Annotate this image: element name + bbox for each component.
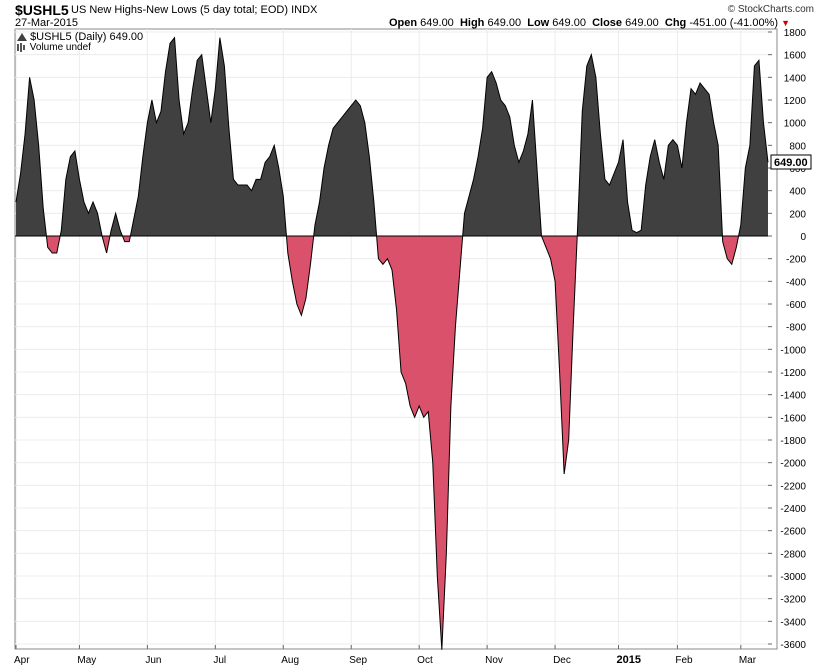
- low-label: Low: [527, 17, 550, 29]
- series-line: [15, 36, 769, 650]
- legend-series: $USHL5 (Daily) 649.00: [17, 31, 143, 43]
- x-tick-label: 2015: [617, 654, 641, 666]
- y-tick-label: 400: [789, 187, 806, 198]
- x-tick-label: Apr: [14, 655, 30, 666]
- y-tick-label: -2200: [780, 481, 806, 492]
- y-tick-label: -400: [786, 277, 806, 288]
- series-swatch-icon: [17, 33, 27, 42]
- last-price-box: [770, 154, 812, 170]
- positive-area: [16, 37, 768, 236]
- x-tick-label: Feb: [675, 655, 693, 666]
- open-label: Open: [388, 17, 418, 29]
- description-text: US New Highs-New Lows (5 day total; EOD): [71, 4, 289, 16]
- y-tick-label: 1600: [784, 51, 807, 62]
- y-tick-label: -3000: [780, 572, 806, 583]
- y-tick-label: 800: [789, 141, 806, 152]
- y-tick-label: 0: [800, 232, 806, 243]
- x-axis: Apr May Jun Jul Aug Sep Oct Nov Dec 2015 Feb Mar: [14, 645, 757, 666]
- plot-frame: [14, 28, 778, 650]
- legend-volume-label: Volume undef: [29, 42, 91, 53]
- last-price-marker: 649.00: [770, 154, 812, 170]
- y-tick-label: -2800: [780, 549, 806, 560]
- legend-volume: Volume undef: [17, 42, 91, 53]
- y-tick-label: -2000: [780, 459, 806, 470]
- chart-areas: [15, 36, 769, 650]
- symbol-title: $USHL5: [15, 2, 69, 18]
- symbol-description: US New Highs-New Lows (5 day total; EOD)…: [71, 4, 317, 16]
- y-tick-label: 1200: [784, 96, 807, 107]
- legend-series-label: $USHL5 (Daily) 649.00: [30, 31, 144, 43]
- y-tick-label: 1400: [784, 73, 807, 84]
- high-label: High: [459, 17, 485, 29]
- y-tick-label: -1800: [780, 436, 806, 447]
- x-tick-label: Mar: [739, 655, 757, 666]
- x-tick-label: Nov: [485, 655, 503, 666]
- y-tick-label: -800: [786, 323, 806, 334]
- y-tick-label: -3400: [780, 617, 806, 628]
- y-tick-label: -3200: [780, 595, 806, 606]
- chg-down-arrow-icon: ▼: [781, 18, 790, 28]
- y-tick-label: -600: [786, 300, 806, 311]
- ohlc-readout: Open 649.00 High 649.00 Low 649.00 Close…: [389, 17, 790, 29]
- exchange-label: INDX: [291, 4, 318, 16]
- x-tick-label: Oct: [417, 655, 433, 666]
- y-tick-label: -1000: [780, 345, 806, 356]
- close-label: Close: [592, 17, 623, 29]
- stockcharts-credit[interactable]: © StockCharts.com: [727, 4, 814, 15]
- chg-value: -451.00 (-41.00%): [689, 17, 779, 29]
- x-tick-label: Dec: [553, 655, 571, 666]
- y-tick-label: -1200: [780, 368, 806, 379]
- open-value: 649.00: [420, 17, 454, 29]
- volume-bars-icon: [17, 43, 19, 51]
- y-tick-label: 1000: [784, 119, 807, 130]
- low-value: 649.00: [552, 17, 586, 29]
- y-tick-label: -200: [786, 255, 806, 266]
- volume-bars-icon: [20, 42, 22, 52]
- x-tick-label: Jul: [213, 655, 226, 666]
- grid-lines: [15, 29, 768, 649]
- y-tick-label: -2600: [780, 527, 806, 538]
- x-tick-label: May: [77, 655, 96, 666]
- y-tick-label: 200: [789, 209, 806, 220]
- y-axis: 180016001400120010008006004002000-200-40…: [768, 28, 806, 651]
- y-tick-label: -2400: [780, 504, 806, 515]
- y-tick-label: -1600: [780, 413, 806, 424]
- chart-date: 27-Mar-2015: [15, 17, 78, 29]
- x-tick-label: Aug: [281, 655, 299, 666]
- y-tick-label: -3600: [780, 640, 806, 651]
- y-tick-label: 1800: [784, 28, 807, 39]
- volume-bars-icon: [23, 44, 25, 50]
- negative-area: [16, 236, 768, 650]
- x-tick-label: Sep: [349, 655, 367, 666]
- last-price-label: 649.00: [774, 157, 808, 169]
- close-value: 649.00: [625, 17, 659, 29]
- y-tick-label: -1400: [780, 391, 806, 402]
- x-tick-label: Jun: [145, 655, 161, 666]
- high-value: 649.00: [487, 17, 522, 29]
- chg-label: Chg: [664, 17, 687, 29]
